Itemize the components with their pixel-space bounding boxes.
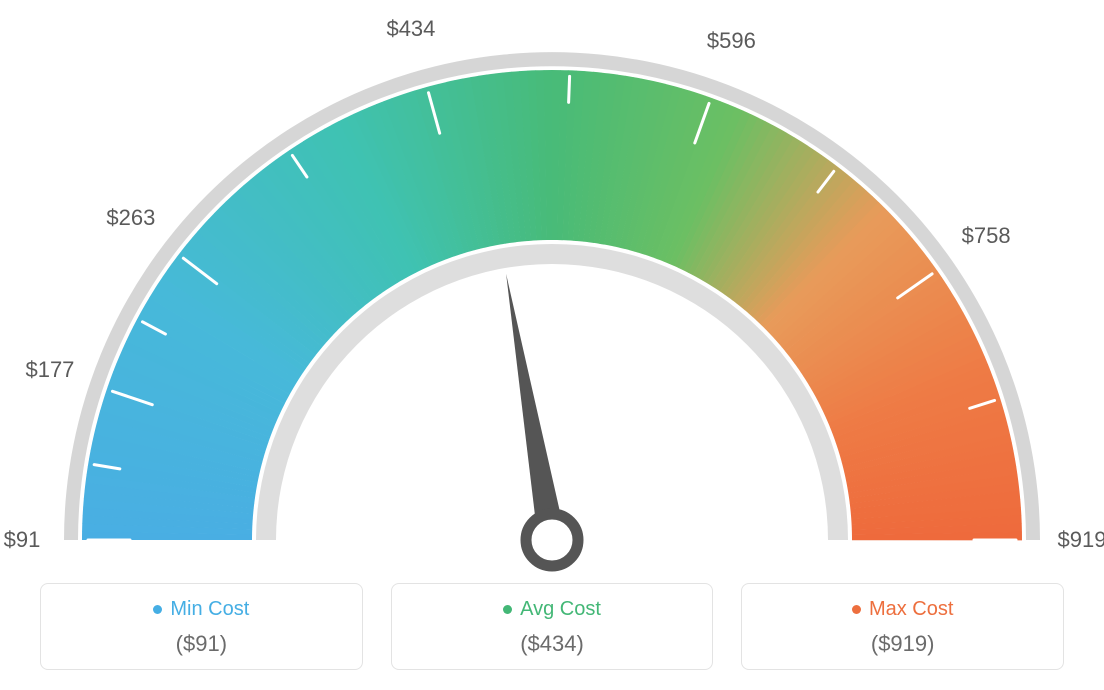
gauge-tick-label: $263 [106, 205, 155, 231]
legend-dot [153, 605, 162, 614]
legend-card-avg-cost: Avg Cost ($434) [391, 583, 714, 670]
legend-row: Min Cost ($91) Avg Cost ($434) Max Cost ($919… [40, 583, 1064, 670]
legend-title-text: Max Cost [869, 598, 953, 621]
gauge-tick-label: $91 [4, 527, 41, 553]
legend-value: ($919) [752, 631, 1053, 657]
legend-card-min-cost: Min Cost ($91) [40, 583, 363, 670]
legend-title-text: Avg Cost [520, 598, 601, 621]
legend-value: ($91) [51, 631, 352, 657]
gauge-svg [0, 0, 1104, 580]
gauge-tick-label: $177 [25, 357, 74, 383]
legend-dot [503, 605, 512, 614]
cost-gauge: $91 $177 $263 $434 $596 $758 $919 [0, 0, 1104, 560]
gauge-tick-label: $596 [707, 28, 756, 54]
legend-title-text: Min Cost [170, 598, 249, 621]
legend-dot [852, 605, 861, 614]
legend-title: Min Cost [153, 598, 249, 621]
gauge-tick-label: $919 [1058, 527, 1104, 553]
legend-title: Avg Cost [503, 598, 601, 621]
legend-card-max-cost: Max Cost ($919) [741, 583, 1064, 670]
legend-value: ($434) [402, 631, 703, 657]
gauge-tick-label: $434 [386, 16, 435, 42]
legend-title: Max Cost [852, 598, 953, 621]
gauge-tick-label: $758 [962, 223, 1011, 249]
